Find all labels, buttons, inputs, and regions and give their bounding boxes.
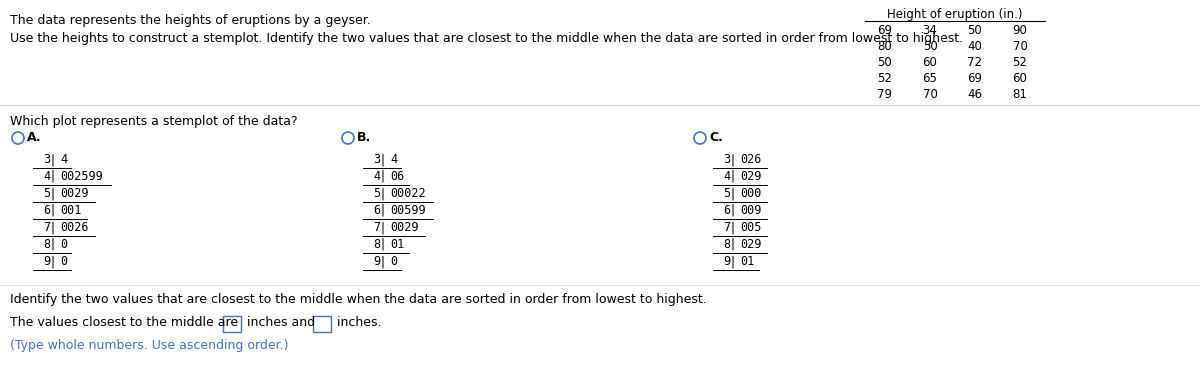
Text: 01: 01: [740, 255, 755, 268]
Text: 6: 6: [722, 204, 730, 217]
Text: 0029: 0029: [60, 187, 89, 200]
Text: 001: 001: [60, 204, 82, 217]
Text: 6: 6: [373, 204, 380, 217]
Text: |: |: [50, 204, 55, 217]
Text: 9: 9: [373, 255, 380, 268]
Text: 70: 70: [1013, 40, 1027, 53]
Text: 0: 0: [60, 238, 67, 251]
Text: 8: 8: [722, 238, 730, 251]
Text: 9: 9: [43, 255, 50, 268]
Text: 5: 5: [722, 187, 730, 200]
Text: 005: 005: [740, 221, 761, 234]
Text: |: |: [382, 187, 385, 200]
Text: 81: 81: [1013, 88, 1027, 101]
Text: 009: 009: [740, 204, 761, 217]
Text: 00022: 00022: [390, 187, 426, 200]
Text: 4: 4: [43, 170, 50, 183]
Text: 52: 52: [1013, 56, 1027, 69]
Text: Identify the two values that are closest to the middle when the data are sorted : Identify the two values that are closest…: [10, 293, 707, 306]
Text: 000: 000: [740, 187, 761, 200]
Text: 4: 4: [390, 153, 397, 166]
Text: 026: 026: [740, 153, 761, 166]
Text: 69: 69: [967, 72, 983, 85]
Text: 029: 029: [740, 170, 761, 183]
Text: 029: 029: [740, 238, 761, 251]
Text: The data represents the heights of eruptions by a geyser.: The data represents the heights of erupt…: [10, 14, 371, 27]
Text: 0029: 0029: [390, 221, 419, 234]
Text: |: |: [50, 153, 55, 166]
Text: (Type whole numbers. Use ascending order.): (Type whole numbers. Use ascending order…: [10, 339, 288, 352]
Text: 5: 5: [373, 187, 380, 200]
Text: 00599: 00599: [390, 204, 426, 217]
Text: |: |: [731, 170, 734, 183]
Text: 50: 50: [877, 56, 893, 69]
Text: |: |: [382, 153, 385, 166]
Text: |: |: [731, 187, 734, 200]
Text: 3: 3: [373, 153, 380, 166]
Text: |: |: [731, 204, 734, 217]
Text: 60: 60: [923, 56, 937, 69]
Text: |: |: [731, 238, 734, 251]
Text: 3: 3: [722, 153, 730, 166]
Text: The values closest to the middle are: The values closest to the middle are: [10, 316, 242, 329]
Text: 4: 4: [373, 170, 380, 183]
Text: |: |: [50, 238, 55, 251]
Text: |: |: [50, 255, 55, 268]
Text: 80: 80: [877, 40, 893, 53]
Text: 40: 40: [967, 40, 983, 53]
Text: |: |: [731, 153, 734, 166]
Text: 65: 65: [923, 72, 937, 85]
Text: Use the heights to construct a stemplot. Identify the two values that are closes: Use the heights to construct a stemplot.…: [10, 32, 964, 45]
Text: |: |: [382, 221, 385, 234]
Text: |: |: [382, 170, 385, 183]
Text: 002599: 002599: [60, 170, 103, 183]
Text: 5: 5: [43, 187, 50, 200]
Text: 7: 7: [43, 221, 50, 234]
Text: 0026: 0026: [60, 221, 89, 234]
Text: 7: 7: [373, 221, 380, 234]
FancyBboxPatch shape: [313, 316, 331, 332]
Text: 0: 0: [390, 255, 397, 268]
Text: 52: 52: [877, 72, 893, 85]
Text: 6: 6: [43, 204, 50, 217]
Text: 3: 3: [43, 153, 50, 166]
Text: 46: 46: [967, 88, 983, 101]
Text: 72: 72: [967, 56, 983, 69]
Text: 7: 7: [722, 221, 730, 234]
Text: 79: 79: [877, 88, 893, 101]
Text: 01: 01: [390, 238, 404, 251]
Text: 60: 60: [1013, 72, 1027, 85]
Text: Which plot represents a stemplot of the data?: Which plot represents a stemplot of the …: [10, 115, 298, 128]
Text: 90: 90: [1013, 24, 1027, 37]
Text: Height of eruption (in.): Height of eruption (in.): [887, 8, 1022, 21]
Text: 70: 70: [923, 88, 937, 101]
Text: 34: 34: [923, 24, 937, 37]
Text: 0: 0: [60, 255, 67, 268]
Text: 50: 50: [923, 40, 937, 53]
Text: 4: 4: [722, 170, 730, 183]
Text: 69: 69: [877, 24, 893, 37]
Text: 9: 9: [722, 255, 730, 268]
Text: |: |: [731, 221, 734, 234]
Text: |: |: [382, 238, 385, 251]
FancyBboxPatch shape: [223, 316, 241, 332]
Text: inches.: inches.: [334, 316, 382, 329]
Text: 50: 50: [967, 24, 983, 37]
Text: |: |: [731, 255, 734, 268]
Text: 8: 8: [43, 238, 50, 251]
Text: C.: C.: [709, 131, 722, 144]
Text: 06: 06: [390, 170, 404, 183]
Text: |: |: [382, 204, 385, 217]
Text: 4: 4: [60, 153, 67, 166]
Text: |: |: [50, 170, 55, 183]
Text: 8: 8: [373, 238, 380, 251]
Text: inches and: inches and: [242, 316, 319, 329]
Text: A.: A.: [28, 131, 42, 144]
Text: |: |: [382, 255, 385, 268]
Text: B.: B.: [358, 131, 371, 144]
Text: |: |: [50, 221, 55, 234]
Text: |: |: [50, 187, 55, 200]
